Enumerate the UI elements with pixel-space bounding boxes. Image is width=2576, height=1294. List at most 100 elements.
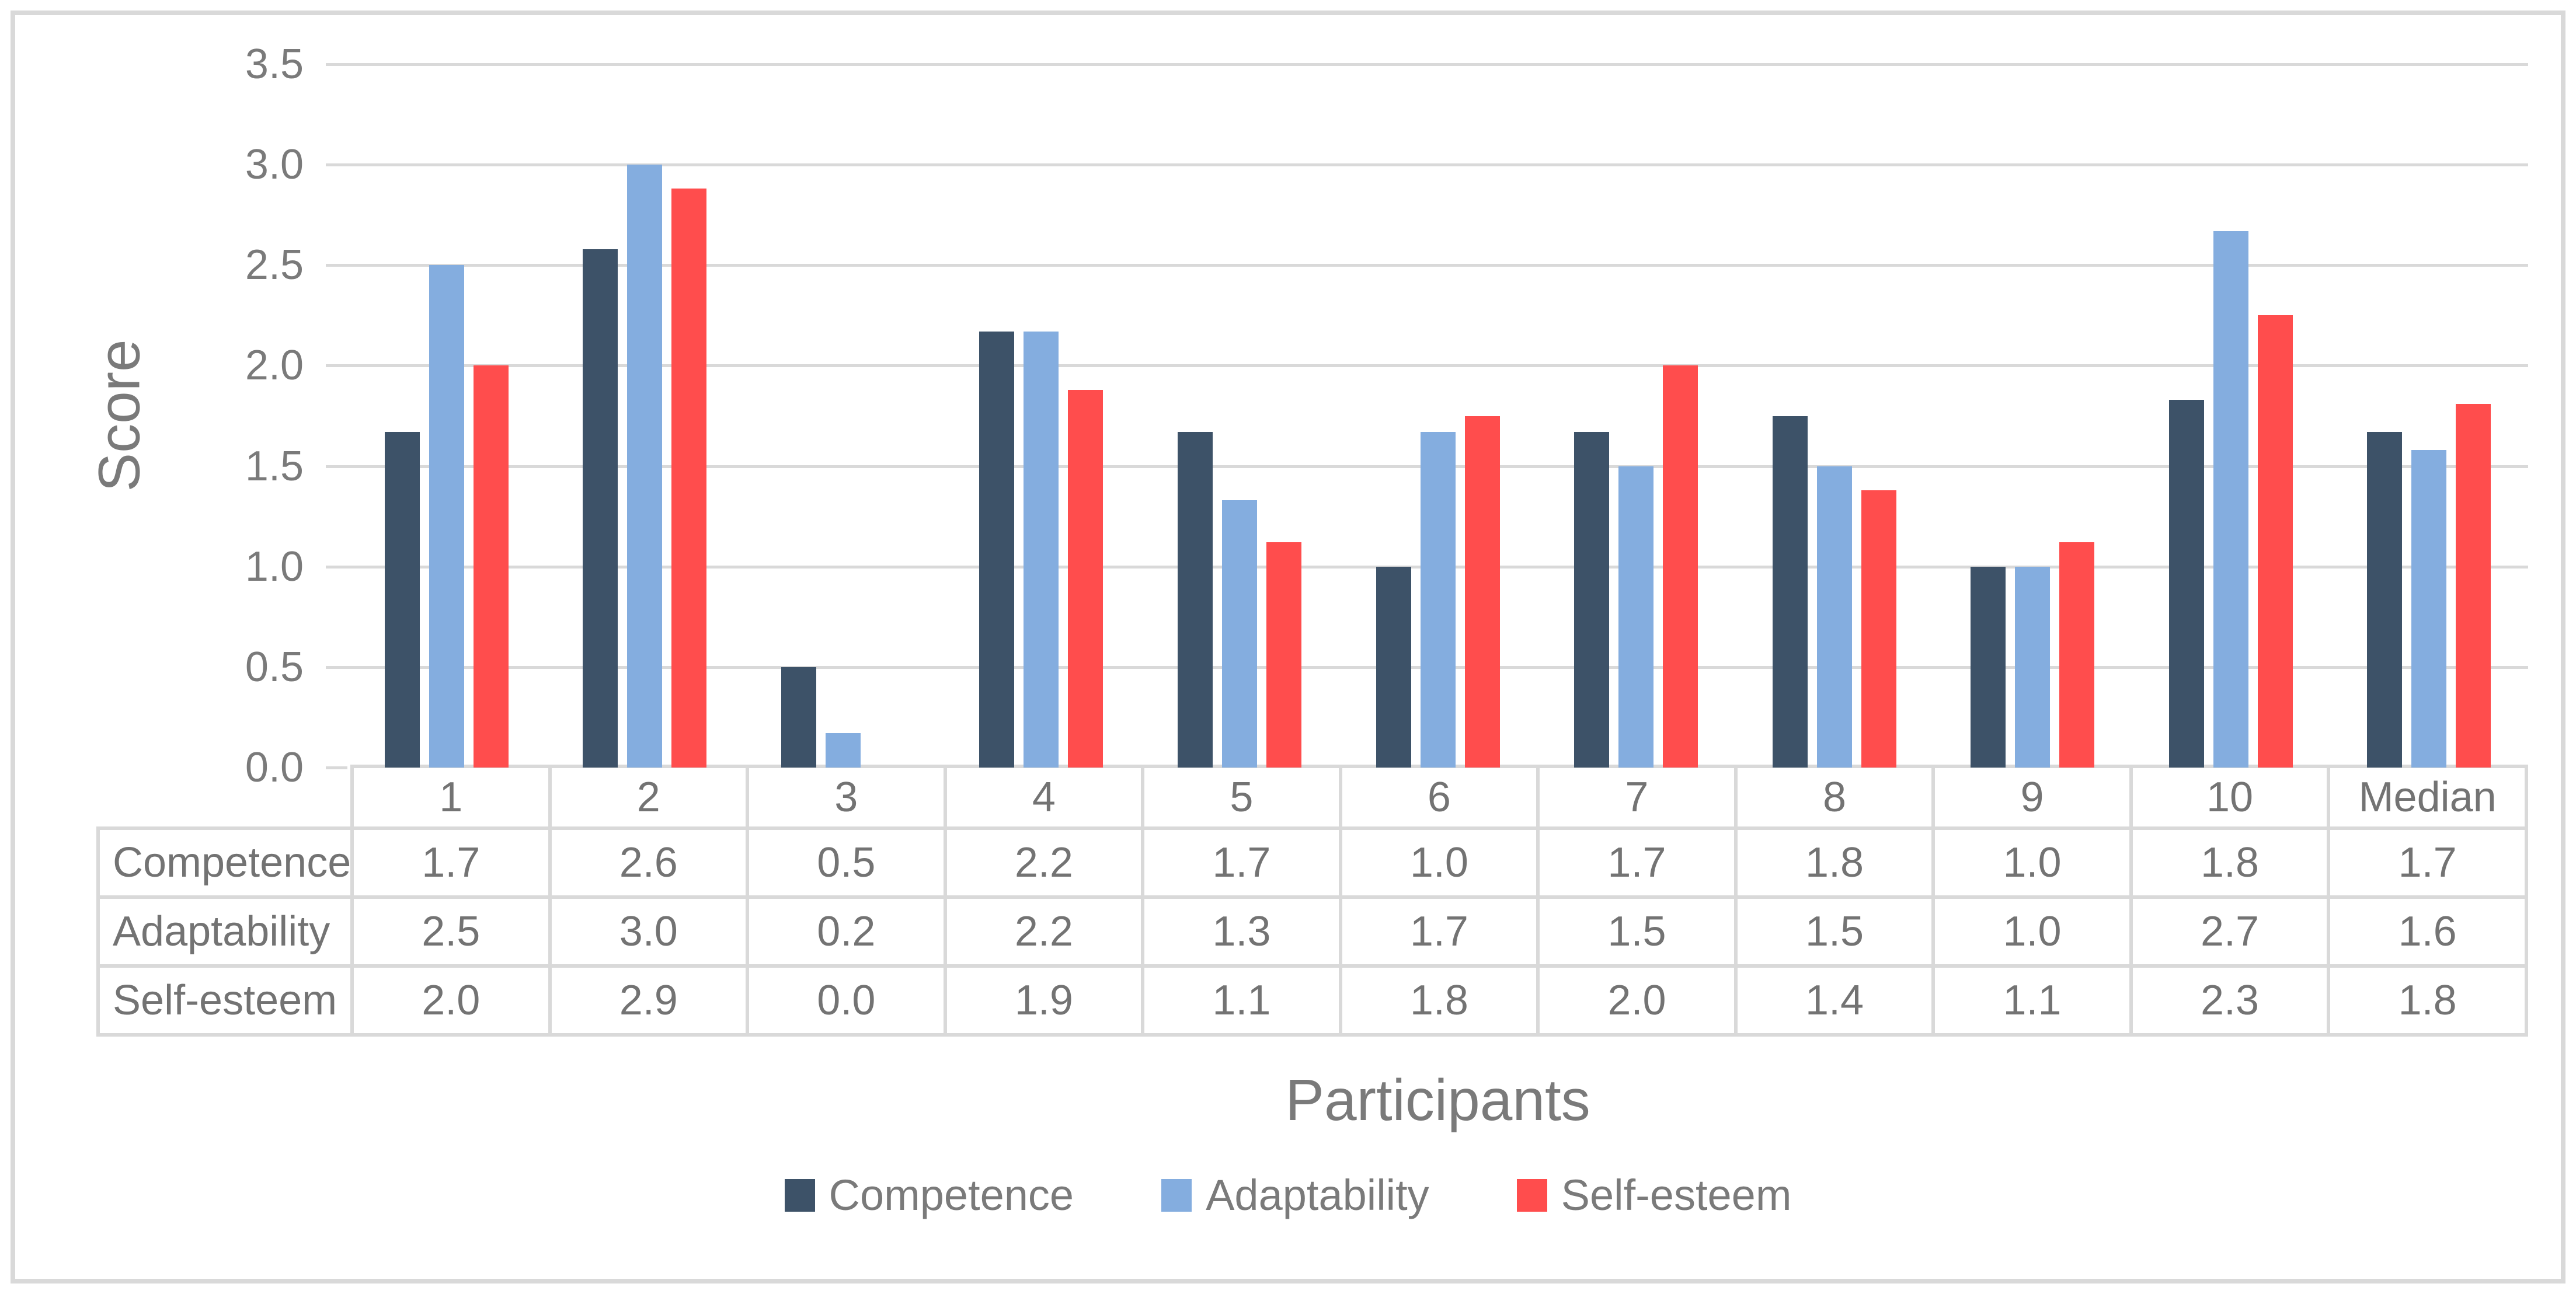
y-axis-tick [326, 766, 347, 769]
legend-swatch [1161, 1178, 1192, 1212]
bar-competence-1 [384, 432, 420, 768]
y-axis-tick [326, 163, 347, 167]
category-header-cell: 8 [1733, 765, 1936, 830]
table-value-cell: 2.7 [2129, 895, 2331, 968]
category-header-cell: 10 [2129, 765, 2331, 830]
legend-swatch [784, 1178, 815, 1212]
table-value-cell: 1.7 [1536, 826, 1738, 899]
table-value-cell: 2.0 [350, 964, 552, 1037]
table-value-cell: 0.2 [746, 895, 947, 968]
y-axis-tick [326, 63, 347, 66]
bar-adaptability-5 [1221, 500, 1257, 768]
table-value-cell: 1.8 [2129, 826, 2331, 899]
y-tick-label: 3.0 [245, 141, 304, 189]
bar-competence-median [2367, 432, 2403, 768]
bar-competence-6 [1376, 566, 1411, 768]
table-value-cell: 1.5 [1733, 895, 1936, 968]
chart-legend: Competence Adaptability Self-esteem [0, 1170, 2576, 1220]
x-axis-title: Participants [1285, 1068, 1590, 1133]
table-value-cell: 2.3 [2129, 964, 2331, 1037]
table-value-cell: 2.2 [943, 895, 1145, 968]
bar-self-esteem-2 [671, 189, 707, 768]
bar-self-esteem-median [2456, 403, 2491, 768]
table-value-cell: 1.0 [1931, 826, 2133, 899]
bar-adaptability-4 [1024, 331, 1059, 768]
bar-adaptability-1 [429, 265, 464, 768]
bar-competence-2 [583, 249, 618, 768]
table-value-cell: 1.0 [1931, 895, 2133, 968]
bar-self-esteem-10 [2257, 315, 2293, 768]
bar-adaptability-median [2411, 450, 2447, 768]
y-axis-tick [326, 364, 347, 368]
bar-self-esteem-9 [2059, 542, 2095, 768]
bar-competence-9 [1971, 566, 2006, 768]
bar-self-esteem-5 [1266, 542, 1301, 768]
table-value-cell: 0.5 [746, 826, 947, 899]
gridline [347, 163, 2528, 167]
category-header-cell: 5 [1141, 765, 1342, 830]
legend-label: Self-esteem [1561, 1171, 1792, 1219]
category-header-cell: 2 [548, 765, 750, 830]
y-axis-tick [326, 264, 347, 267]
category-header-cell: Median [2327, 765, 2528, 830]
table-value-cell: 1.1 [1141, 964, 1342, 1037]
table-value-cell: 1.0 [1338, 826, 1540, 899]
bar-competence-5 [1177, 432, 1213, 768]
table-value-cell: 3.0 [548, 895, 750, 968]
table-row: Adaptability 2.5 3.0 0.2 2.2 1.3 1.7 1.5 1.5 1.0 2… [96, 895, 2528, 968]
table-value-cell: 1.7 [350, 826, 552, 899]
bar-competence-8 [1772, 416, 1808, 768]
y-tick-label: 0.0 [245, 744, 304, 791]
series-row-header: Adaptability [96, 895, 354, 968]
y-tick-label: 2.5 [245, 242, 304, 289]
bar-self-esteem-6 [1464, 416, 1500, 768]
y-tick-label: 1.0 [245, 543, 304, 590]
category-header-cell: 4 [943, 765, 1145, 830]
chart-data-table: 1 2 3 4 5 6 7 8 9 10 Median Competence 1.7 2.6 0.5 2.2 1… [96, 765, 2528, 1037]
y-axis-tick [326, 565, 347, 568]
table-value-cell: 2.2 [943, 826, 1145, 899]
bar-competence-3 [781, 667, 816, 768]
category-header-cell: 9 [1931, 765, 2133, 830]
table-value-cell: 1.1 [1931, 964, 2133, 1037]
y-tick-label: 2.0 [245, 342, 304, 389]
table-value-cell: 2.5 [350, 895, 552, 968]
bar-adaptability-2 [627, 165, 663, 768]
table-value-cell: 1.8 [1733, 826, 1936, 899]
category-header-cell: 7 [1536, 765, 1738, 830]
bar-adaptability-8 [1816, 466, 1852, 768]
category-header-cell: 6 [1338, 765, 1540, 830]
table-value-cell: 1.8 [1338, 964, 1540, 1037]
table-value-cell: 1.5 [1536, 895, 1738, 968]
bar-adaptability-3 [825, 733, 861, 768]
y-tick-label: 3.5 [245, 41, 304, 88]
table-value-cell: 1.6 [2327, 895, 2528, 968]
bar-self-esteem-7 [1663, 365, 1698, 768]
gridline [347, 63, 2528, 66]
table-row: Self-esteem 2.0 2.9 0.0 1.9 1.1 1.8 2.0 1.4 1.1 2.… [96, 964, 2528, 1037]
legend-swatch [1516, 1178, 1547, 1212]
legend-item-self-esteem: Self-esteem [1516, 1170, 1792, 1220]
bar-competence-4 [979, 331, 1015, 768]
category-header-cell: 3 [746, 765, 947, 830]
table-value-cell: 1.8 [2327, 964, 2528, 1037]
legend-item-adaptability: Adaptability [1161, 1170, 1429, 1220]
table-value-cell: 1.9 [943, 964, 1145, 1037]
table-value-cell: 1.3 [1141, 895, 1342, 968]
series-row-header: Self-esteem [96, 964, 354, 1037]
table-value-cell: 1.7 [1338, 895, 1540, 968]
y-tick-label: 0.5 [245, 643, 304, 690]
table-value-cell: 2.6 [548, 826, 750, 899]
bar-adaptability-10 [2213, 231, 2248, 768]
table-row: Competence 1.7 2.6 0.5 2.2 1.7 1.0 1.7 1.8 1.0 1.8… [96, 826, 2528, 899]
table-value-cell: 1.7 [2327, 826, 2528, 899]
bar-competence-7 [1574, 432, 1610, 768]
table-value-cell: 2.9 [548, 964, 750, 1037]
legend-item-competence: Competence [784, 1170, 1074, 1220]
legend-label: Adaptability [1206, 1171, 1429, 1219]
y-axis-title: Score [86, 339, 152, 492]
bar-self-esteem-8 [1861, 490, 1896, 768]
bar-adaptability-9 [2015, 566, 2051, 768]
y-tick-label: 1.5 [245, 442, 304, 490]
